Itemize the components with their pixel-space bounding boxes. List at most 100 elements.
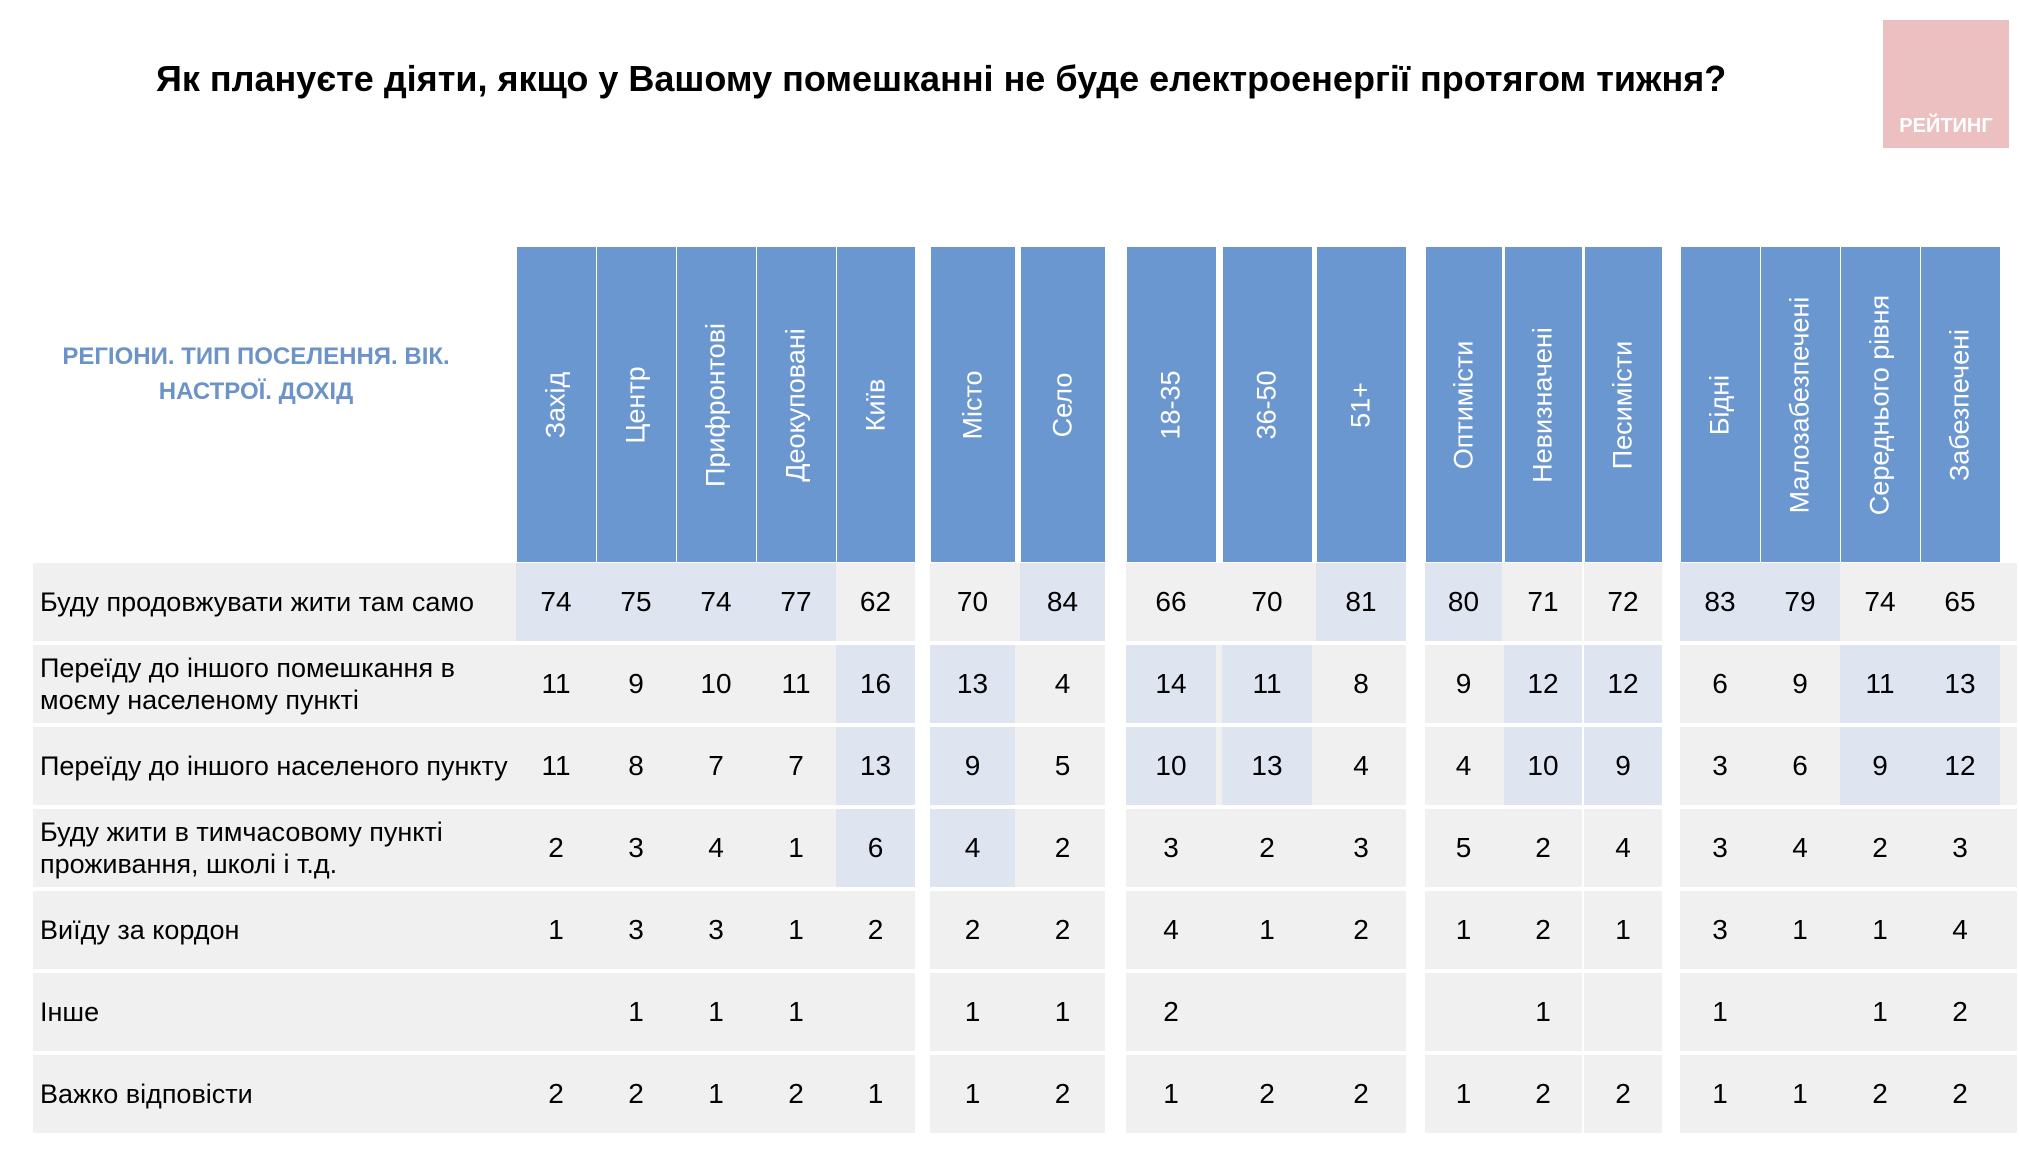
table-cell: 3: [628, 832, 644, 863]
table-cell: 70: [1251, 586, 1283, 617]
highlight-cell: [1425, 563, 1502, 641]
table-cell: 10: [700, 668, 732, 699]
table-cell: 2: [867, 914, 884, 945]
highlight-cell: [836, 809, 915, 887]
table-cell: 11: [541, 750, 571, 781]
highlight-cell: [836, 645, 915, 723]
table-cell: 2: [1872, 832, 1888, 863]
table-cell: 11: [1252, 668, 1282, 699]
column-header: Забезпечені: [1920, 247, 2000, 562]
table-cell: 74: [1864, 586, 1896, 617]
table-cell: 2: [1259, 832, 1275, 863]
table-cell: 12: [1527, 668, 1559, 699]
highlight-cell: [1920, 645, 2000, 723]
highlight-cell: [1222, 727, 1312, 805]
table-cell: 1: [548, 914, 564, 945]
column-header: 51+: [1316, 247, 1406, 562]
table-cell: 2: [1615, 1078, 1631, 1109]
table-row: [33, 973, 2017, 1051]
table-cell: 2: [628, 1078, 644, 1109]
table-cell: 11: [1865, 668, 1895, 699]
table-cell: 16: [859, 668, 892, 699]
highlight-cell: [930, 727, 1015, 805]
table-cell: 1: [1455, 1078, 1472, 1109]
table-cell: 75: [620, 586, 652, 617]
table-cell: 74: [540, 586, 572, 617]
column-header: Середнього рівня: [1840, 247, 1920, 562]
table-cell: 4: [1792, 832, 1808, 863]
table-cell: 6: [1712, 668, 1728, 699]
highlight-cell: [1840, 727, 1920, 805]
table-cell: 4: [1615, 832, 1631, 863]
table-cell: 9: [628, 668, 644, 699]
table-cell: 2: [548, 832, 564, 863]
table-cell: 8: [1353, 668, 1369, 699]
table-cell: 77: [780, 586, 812, 617]
table-cell: 1: [1535, 996, 1551, 1027]
table-cell: 74: [700, 586, 732, 617]
table-cell: 13: [859, 750, 892, 781]
highlight-cell: [930, 645, 1015, 723]
table-cell: 1: [867, 1078, 884, 1109]
table-cell: 1: [788, 996, 804, 1027]
column-header-label: Київ: [860, 378, 890, 431]
highlight-cell: [1504, 645, 1582, 723]
group-separator: [1105, 247, 1126, 1153]
column-header: Київ: [836, 247, 915, 562]
table-cell: 70: [956, 586, 989, 617]
table-row: [33, 727, 2017, 805]
highlight-cell: [1840, 645, 1920, 723]
table-cell: 7: [788, 750, 804, 781]
table-cell: 1: [1872, 996, 1888, 1027]
table-cell: 2: [1054, 914, 1071, 945]
table-cell: 2: [788, 1078, 804, 1109]
table-cell: 12: [1607, 668, 1639, 699]
table-cell: 72: [1607, 586, 1639, 617]
table-corner-label: РЕГІОНИ. ТИП ПОСЕЛЕННЯ. ВІК. НАСТРОЇ. ДО…: [62, 343, 450, 405]
table-cell: 3: [1712, 914, 1728, 945]
table-cell: 1: [1792, 1078, 1808, 1109]
table-cell: [1760, 973, 1840, 1051]
table-cell: 3: [628, 914, 644, 945]
table-cell: 83: [1704, 586, 1736, 617]
table-cell: 9: [1792, 668, 1808, 699]
group-separator: [1662, 247, 1680, 1153]
column-header: 18-35: [1126, 247, 1216, 562]
table-cell: 1: [1872, 914, 1888, 945]
table-cell: 14: [1155, 668, 1187, 699]
highlight-cell: [836, 727, 915, 805]
table-cell: 2: [964, 914, 981, 945]
table-cell: 84: [1046, 586, 1079, 617]
column-header-label: Песимісти: [1607, 340, 1638, 469]
table-cell: 9: [1615, 750, 1631, 781]
table-row: [33, 645, 2017, 723]
row-label: Переїду до іншого населеного пункту: [40, 750, 508, 781]
row-label: Інше: [40, 996, 100, 1027]
table-cell: 1: [964, 996, 981, 1027]
column-header-label: Невизначені: [1527, 326, 1558, 483]
column-header: Бідні: [1680, 247, 1760, 562]
table-cell: [1222, 973, 1312, 1051]
table-cell: 81: [1345, 586, 1377, 617]
table-cell: [516, 973, 596, 1051]
column-header-label: Забезпечені: [1944, 328, 1975, 481]
logo-text: РЕЙТИНГ: [1899, 115, 1993, 137]
table-cell: 2: [1952, 1078, 1968, 1109]
table-cell: 62: [859, 586, 892, 617]
table-cell: 1: [1792, 914, 1808, 945]
table-cell: 1: [964, 1078, 981, 1109]
column-header: Деокуповані: [756, 247, 836, 562]
table-cell: 6: [1792, 750, 1808, 781]
table-cell: 71: [1527, 586, 1559, 617]
column-header: Село: [1020, 247, 1105, 562]
table-cell: 4: [1163, 914, 1179, 945]
table-cell: 1: [708, 996, 724, 1027]
table-cell: 1: [1712, 996, 1728, 1027]
table-cell: 12: [1944, 750, 1976, 781]
table-cell: 3: [708, 914, 724, 945]
table-cell: 7: [708, 750, 724, 781]
highlight-cell: [1920, 727, 2000, 805]
table-cell: 13: [1944, 668, 1976, 699]
group-separator: [1406, 247, 1425, 1153]
table-cell: 1: [1712, 1078, 1728, 1109]
